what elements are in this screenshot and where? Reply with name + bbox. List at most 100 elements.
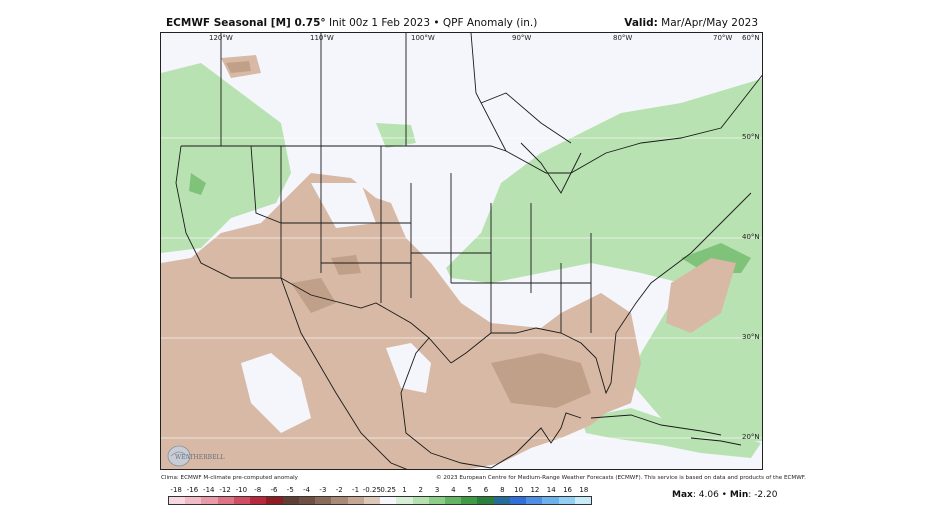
- colorbar-swatch: [250, 497, 267, 504]
- colorbar-swatch: [380, 497, 397, 504]
- political-borders: [175, 33, 762, 469]
- mexico-neutral: [386, 343, 431, 393]
- colorbar-tick-label: 2: [418, 486, 423, 494]
- colorbar-swatch: [526, 497, 543, 504]
- colorbar-tick-label: -18: [170, 486, 182, 494]
- colorbar-tick-label: -16: [186, 486, 199, 494]
- colorbar-swatch: [169, 497, 186, 504]
- colorbar-swatch: [542, 497, 559, 504]
- colorbar-tick-label: 1: [402, 486, 407, 494]
- colorbar-tick-label: -14: [203, 486, 215, 494]
- colorbar-tick-label: -6: [270, 486, 278, 494]
- colorbar-tick-label: -10: [235, 486, 248, 494]
- wyoming-neutral: [311, 183, 376, 228]
- neutral-patches: [241, 183, 431, 433]
- colorbar-swatch: [201, 497, 218, 504]
- us-gulf-east-coast: [450, 192, 752, 395]
- lat-label-40n: 40°N: [742, 233, 760, 241]
- max-label: Max: [672, 490, 693, 500]
- colorbar-tick-label: 8: [500, 486, 505, 494]
- valid-value: Mar/Apr/May 2023: [657, 17, 758, 29]
- colorbar-tick-label: 3: [434, 486, 440, 494]
- model-name: ECMWF Seasonal [M] 0.75: [166, 17, 321, 29]
- colorbar-tick-label: -5: [286, 486, 294, 494]
- colorbar-swatch: [444, 497, 462, 504]
- colorbar-labels: -18 -16 -14 -12 -10 -8 -6 -5 -4 -3 -2 -1 -0.25 0.25 1 2…: [168, 486, 592, 496]
- logo-lettering: WEATHERBELL: [175, 454, 224, 461]
- lat-label-60n: 60°N: [742, 34, 760, 42]
- max-value: 4.06: [698, 490, 719, 500]
- lat-label-20n: 20°N: [742, 433, 760, 441]
- colorbar-swatch: [428, 497, 445, 504]
- colorbar-swatch: [493, 497, 510, 504]
- colorbar-swatch: [461, 497, 478, 504]
- lon-label-70w: 70°W: [713, 34, 733, 42]
- colorbar-tick-label: 6: [483, 486, 489, 494]
- lon-label-120w: 120°W: [209, 34, 233, 42]
- cascades-wet-core: [189, 173, 206, 195]
- caribbean-islands: [590, 414, 742, 446]
- colorbar-tick-label: -4: [303, 486, 311, 494]
- colorbar-tick-label: -12: [219, 486, 231, 494]
- colorbar-swatch: [574, 497, 592, 504]
- colorado-dry-core: [331, 255, 361, 275]
- lon-label-100w: 100°W: [411, 34, 435, 42]
- pacific-northwest-wet: [161, 63, 291, 253]
- colorbar-tick-label: -8: [254, 486, 262, 494]
- canada-dry-core: [226, 61, 251, 73]
- colorbar-swatches: [168, 496, 592, 505]
- colorbar-tick-label: 10: [514, 486, 524, 494]
- lat-label-30n: 30°N: [742, 333, 760, 341]
- colorbar-tick-label: -0.25: [362, 486, 381, 494]
- us-west-coast: [175, 145, 281, 279]
- colorbar: -18 -16 -14 -12 -10 -8 -6 -5 -4 -3 -2 -1 -0.25 0.25 1 2…: [168, 486, 592, 505]
- lon-label-110w: 110°W: [310, 34, 334, 42]
- strong-dry-areas: [226, 61, 591, 408]
- caribbean-wet: [581, 408, 761, 458]
- colorbar-swatch: [315, 497, 332, 504]
- lon-label-80w: 80°W: [613, 34, 633, 42]
- colorbar-swatch: [282, 497, 299, 504]
- colorbar-swatch: [298, 497, 316, 504]
- great-lakes-outline: [480, 92, 582, 194]
- colorbar-tick-label: 16: [563, 486, 572, 494]
- lat-label-50n: 50°N: [742, 133, 760, 141]
- climatology-credit: Clima: ECMWF M-climate pre-computed anom…: [161, 475, 298, 481]
- state-borders: [250, 145, 592, 333]
- canada-province-borders: [220, 33, 507, 152]
- max-min-stats: Max: 4.06 • Min: -2.20: [672, 490, 778, 500]
- colorbar-tick-label: 12: [530, 486, 540, 494]
- min-value: -2.20: [754, 490, 778, 500]
- map-title: ECMWF Seasonal [M] 0.75° Init 00z 1 Feb …: [166, 17, 537, 29]
- colorbar-tick-label: 0.25: [380, 486, 396, 494]
- colorbar-swatch: [477, 497, 494, 504]
- colorbar-swatch: [266, 497, 283, 504]
- colorbar-swatch: [217, 497, 234, 504]
- degree-sign: °: [320, 17, 326, 29]
- colorbar-tick-label: -1: [352, 486, 360, 494]
- colorbar-tick-label: 4: [451, 486, 456, 494]
- gulf-dry-core: [491, 353, 591, 408]
- colorbar-tick-label: -2: [335, 486, 343, 494]
- colorbar-tick-label: 18: [579, 486, 589, 494]
- colorbar-tick-label: 14: [546, 486, 556, 494]
- colorbar-swatch: [347, 497, 364, 504]
- graticule: [161, 137, 762, 439]
- valid-period: Valid: Mar/Apr/May 2023: [624, 17, 758, 29]
- map-canvas: [161, 33, 762, 469]
- atlantic-dry-patch: [666, 258, 736, 333]
- mexico-gulf-coast: [400, 337, 582, 469]
- min-label: Min: [729, 490, 749, 500]
- mexico-pacific-coast: [280, 277, 408, 469]
- atlantic-wet: [631, 234, 762, 443]
- colorbar-swatch: [558, 497, 575, 504]
- valid-label: Valid:: [624, 17, 658, 29]
- anomaly-map: [160, 32, 763, 470]
- colorbar-swatch: [331, 497, 348, 504]
- baja-neutral: [241, 353, 311, 433]
- ecmwf-copyright: © 2023 European Centre for Medium-Range …: [436, 475, 806, 481]
- init-text: Init 00z 1 Feb 2023 • QPF Anomaly (in.): [325, 17, 538, 29]
- colorbar-swatch: [363, 497, 381, 504]
- colorbar-swatch: [233, 497, 251, 504]
- colorbar-tick-label: 5: [467, 486, 472, 494]
